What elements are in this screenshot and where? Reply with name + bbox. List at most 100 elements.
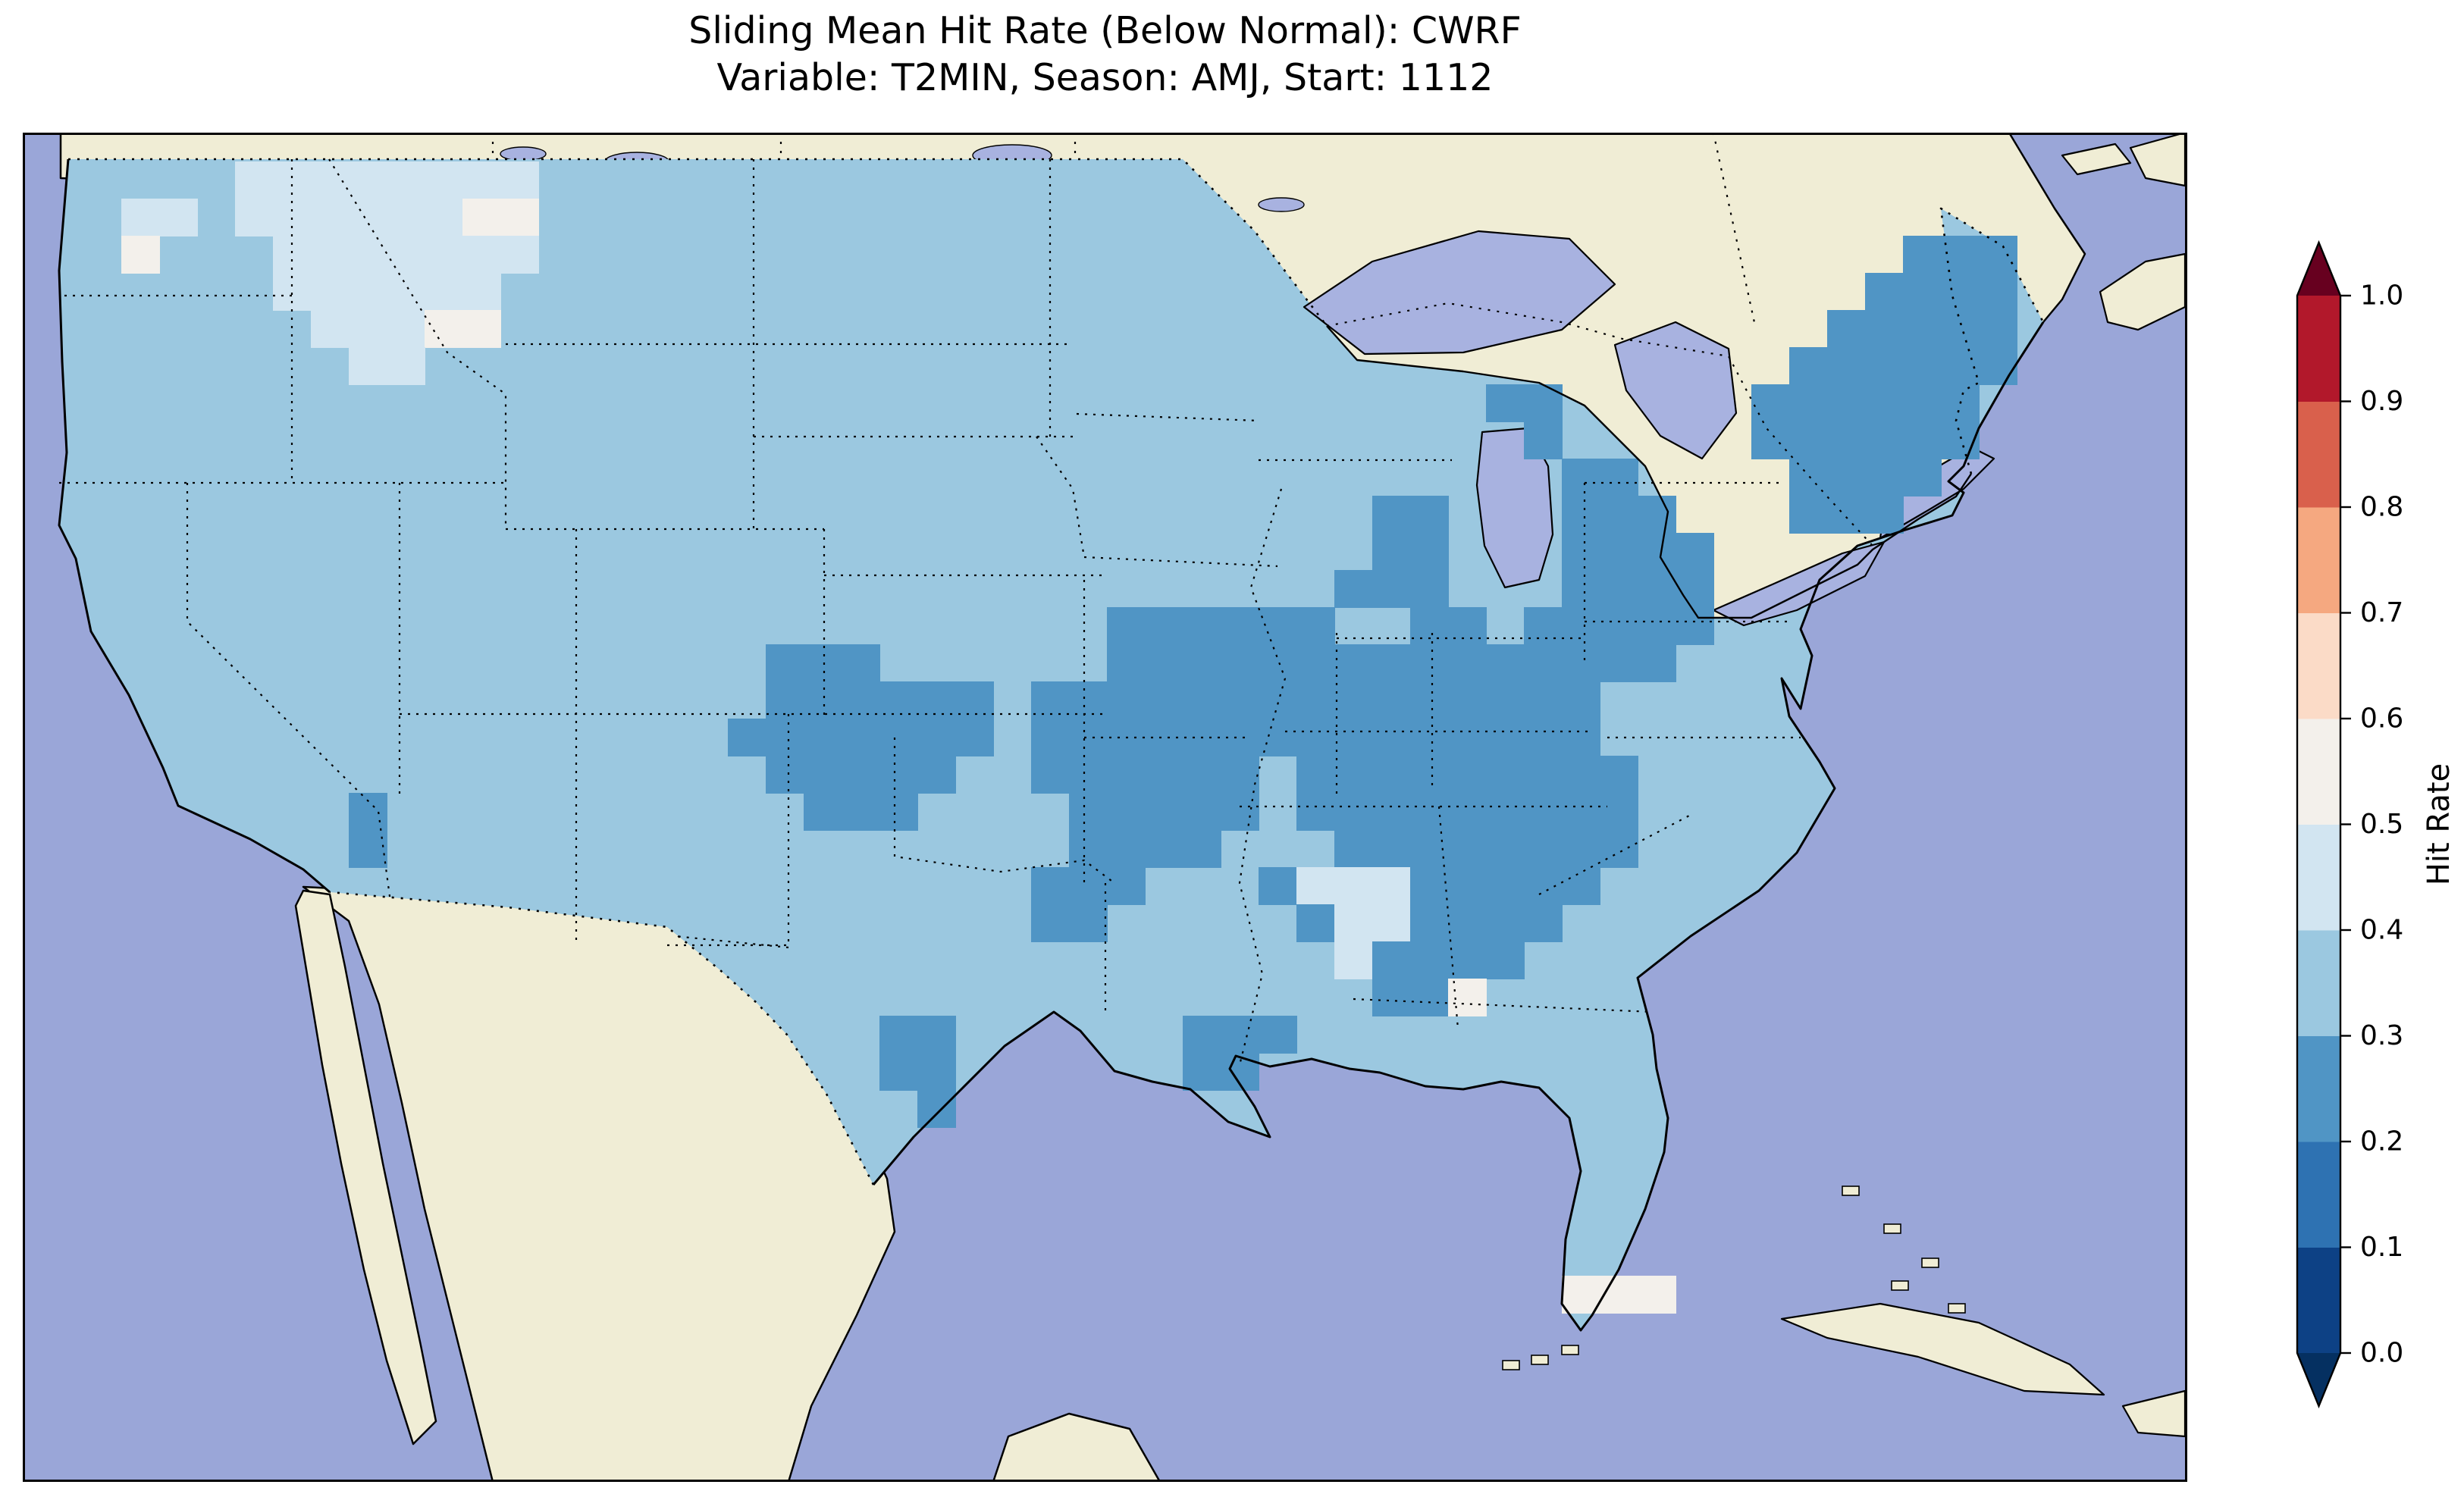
colorbar-over-arrow xyxy=(2297,243,2340,296)
grid-cell xyxy=(1903,236,2017,274)
grid-cell xyxy=(1789,496,1904,534)
grid-cell xyxy=(1865,273,2017,311)
grid-cell xyxy=(121,236,160,274)
colorbar-band xyxy=(2297,507,2340,613)
island xyxy=(2061,143,2132,176)
atlantic-gulf-coastline xyxy=(872,321,2045,1332)
colorbar-tick-label: 0.8 xyxy=(2360,492,2403,523)
grid-cell xyxy=(1069,793,1259,831)
figure-subtitle: Variable: T2MIN, Season: AMJ, Start: 111… xyxy=(716,56,1494,99)
grid-cell xyxy=(1296,756,1638,794)
us-hit-rate-map xyxy=(23,133,2187,1482)
grid-cell xyxy=(1372,533,1449,571)
grid-cell xyxy=(1069,830,1221,868)
grid-cell xyxy=(1334,904,1411,942)
country-borders xyxy=(68,158,2045,1185)
grid-cell xyxy=(1183,1016,1297,1054)
colorbar-tick-label: 0.0 xyxy=(2360,1338,2403,1369)
colorbar-band xyxy=(2297,824,2340,931)
colorbar-band xyxy=(2297,930,2340,1036)
border-through-lakes xyxy=(1326,302,1873,547)
grid-cell xyxy=(462,199,539,236)
grid-cell xyxy=(1562,459,1638,496)
hit-rate-cells xyxy=(121,161,2017,1314)
grid-cell xyxy=(1296,867,1411,905)
grid-cell xyxy=(1372,496,1449,534)
colorbar-band xyxy=(2297,1035,2340,1142)
grid-cell xyxy=(1296,904,1335,942)
grid-cell xyxy=(1296,793,1638,831)
grid-cell xyxy=(917,1090,956,1128)
figure-title: Sliding Mean Hit Rate (Below Normal): CW… xyxy=(688,9,1522,52)
colorbar-tick-label: 0.7 xyxy=(2360,597,2403,628)
grid-cell xyxy=(804,793,918,831)
colorbar-under-arrow xyxy=(2297,1353,2340,1406)
colorbar-tick-label: 0.4 xyxy=(2360,915,2403,946)
grid-cell xyxy=(1031,756,1259,794)
grid-cell xyxy=(1789,459,1942,496)
small-island xyxy=(1561,1345,1579,1355)
grid-cell xyxy=(1031,719,1600,756)
baja-california xyxy=(294,889,437,1445)
small-island xyxy=(1531,1355,1549,1365)
grid-cell xyxy=(1562,533,1714,571)
grid-cell xyxy=(879,1016,956,1054)
colorbar-band xyxy=(2297,612,2340,719)
map-axes xyxy=(23,133,2187,1482)
colorbar: 1.0 0.9 0.8 0.7 0.6 0.5 0.4 0.3 0.2 0.1 0.0 Hit Rat… xyxy=(2263,224,2464,1444)
great-lakes xyxy=(1303,230,1995,627)
grid-cell xyxy=(1562,570,1714,608)
grid-cell xyxy=(1372,941,1525,979)
great-lakes-shoreline xyxy=(1326,325,1972,619)
small-island xyxy=(1921,1258,1939,1268)
great-lake xyxy=(1613,321,1738,460)
grid-cell xyxy=(1827,310,2017,348)
grid-cell xyxy=(349,830,387,868)
grid-cell xyxy=(1107,607,1335,645)
grid-cell xyxy=(1031,867,1146,905)
grid-cell xyxy=(1334,830,1638,868)
grid-cell xyxy=(425,310,501,348)
grid-cell xyxy=(1410,904,1563,942)
colorbar-tick-label: 0.3 xyxy=(2360,1020,2403,1051)
colorbar-canvas: 1.0 0.9 0.8 0.7 0.6 0.5 0.4 0.3 0.2 0.1 0.0 Hit Rat… xyxy=(2296,240,2456,1409)
grid-cell xyxy=(1486,384,1563,422)
grid-cell xyxy=(121,199,198,236)
colorbar-band xyxy=(2297,296,2340,402)
plot-frame xyxy=(23,133,2187,1482)
state-borders xyxy=(59,158,1801,1066)
grid-cell xyxy=(311,310,425,348)
islands xyxy=(1502,133,2187,1438)
small-island xyxy=(1883,1223,1901,1234)
small-island xyxy=(1842,1185,1860,1196)
colorbar-tick-label: 0.2 xyxy=(2360,1126,2403,1157)
grid-cell xyxy=(1372,979,1449,1016)
grid-cell xyxy=(1031,904,1108,942)
colorbar-band xyxy=(2297,401,2340,508)
grid-cell xyxy=(1334,570,1449,608)
colorbar-band xyxy=(2297,1142,2340,1248)
grid-cell xyxy=(766,756,956,794)
colorbar-tick-label: 0.6 xyxy=(2360,703,2403,734)
grid-cell xyxy=(1410,867,1600,905)
canada-lake xyxy=(1258,197,1305,212)
colorbar-label: Hit Rate xyxy=(2422,763,2456,885)
grid-cell xyxy=(1410,607,1487,645)
grid-cell xyxy=(766,681,994,719)
island xyxy=(1780,1302,2105,1396)
colorbar-tick-label: 1.0 xyxy=(2360,280,2403,312)
grid-cell xyxy=(1562,1276,1676,1314)
grid-cell xyxy=(349,347,425,385)
grid-cell xyxy=(235,199,463,236)
small-island xyxy=(1948,1303,1966,1314)
great-lake xyxy=(1712,540,1886,627)
small-island xyxy=(1502,1360,1520,1370)
grid-cell xyxy=(1031,681,1600,719)
grid-cell xyxy=(1524,421,1563,459)
grid-cell xyxy=(879,1053,956,1091)
grid-cell xyxy=(349,793,387,831)
colorbar-tick-label: 0.1 xyxy=(2360,1232,2403,1263)
grid-cell xyxy=(1334,941,1373,979)
grid-cell xyxy=(1448,979,1487,1016)
